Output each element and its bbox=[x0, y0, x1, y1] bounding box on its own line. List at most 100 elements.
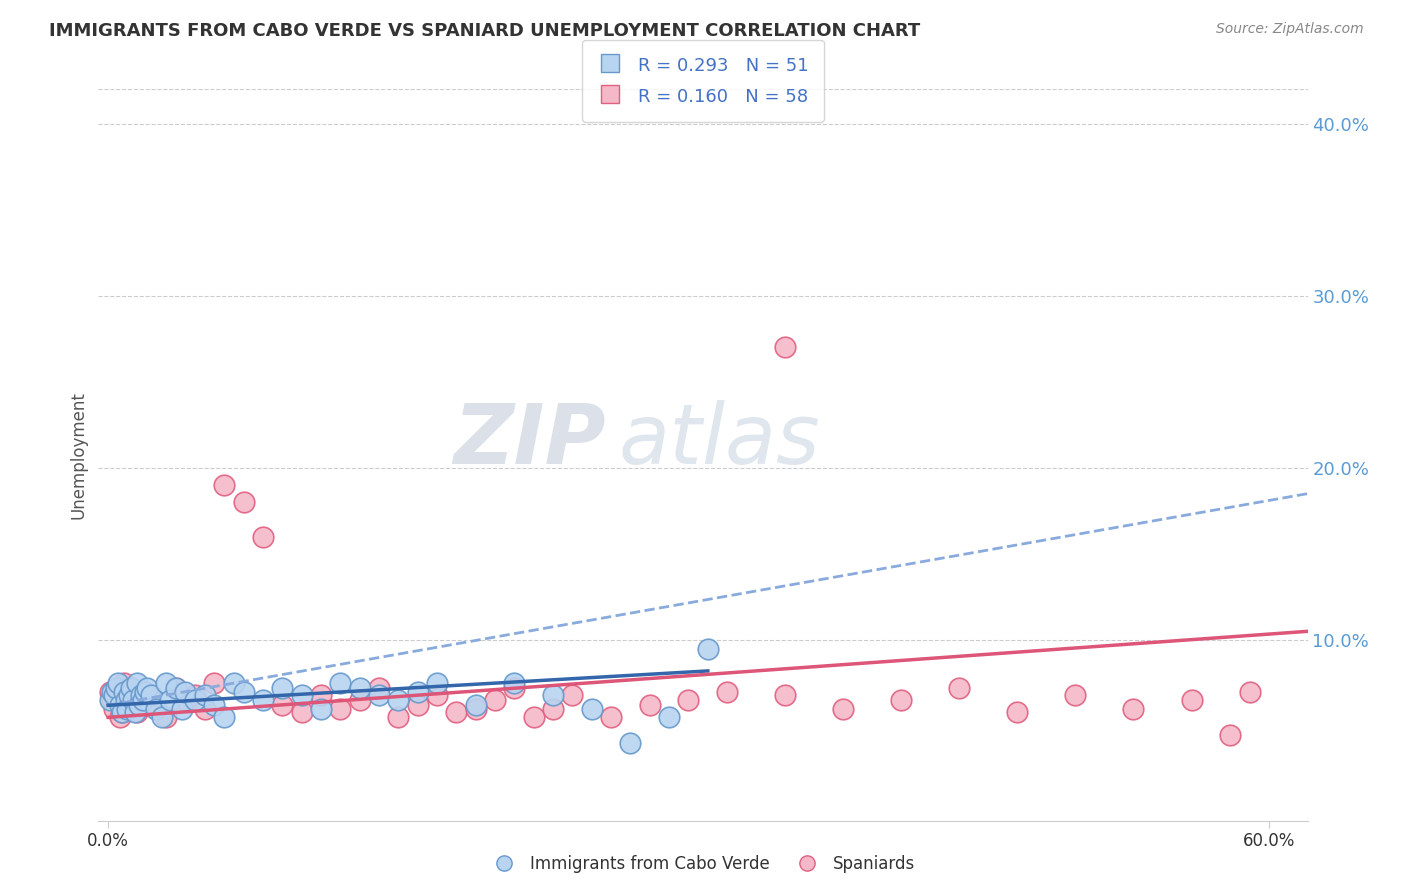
Point bbox=[155, 710, 177, 724]
Point bbox=[104, 681, 127, 695]
Point bbox=[98, 684, 121, 698]
Point bbox=[619, 736, 641, 750]
Point bbox=[124, 705, 146, 719]
Legend: R = 0.293   N = 51, R = 0.160   N = 58: R = 0.293 N = 51, R = 0.160 N = 58 bbox=[582, 40, 824, 121]
Point bbox=[696, 641, 718, 656]
Point bbox=[1007, 705, 1029, 719]
Point bbox=[426, 688, 449, 702]
Point bbox=[134, 698, 156, 713]
Point bbox=[98, 693, 121, 707]
Point bbox=[1122, 702, 1144, 716]
Point bbox=[387, 710, 409, 724]
Point bbox=[773, 688, 796, 702]
Point bbox=[159, 693, 181, 707]
Point bbox=[890, 693, 912, 707]
Point bbox=[329, 702, 352, 716]
Point bbox=[204, 676, 226, 690]
Y-axis label: Unemployment: Unemployment bbox=[69, 391, 87, 519]
Point bbox=[129, 684, 152, 698]
Point bbox=[600, 710, 623, 724]
Point bbox=[165, 681, 187, 695]
Point bbox=[271, 681, 294, 695]
Point bbox=[138, 688, 160, 702]
Point bbox=[1239, 684, 1261, 698]
Point bbox=[368, 681, 391, 695]
Point bbox=[541, 702, 564, 716]
Point bbox=[174, 693, 197, 707]
Point bbox=[194, 702, 217, 716]
Point bbox=[134, 684, 156, 698]
Point bbox=[252, 530, 274, 544]
Point bbox=[155, 676, 177, 690]
Point bbox=[135, 681, 157, 695]
Point bbox=[503, 676, 526, 690]
Point bbox=[948, 681, 970, 695]
Point bbox=[329, 676, 352, 690]
Point bbox=[212, 478, 235, 492]
Point bbox=[103, 702, 125, 716]
Point bbox=[107, 681, 129, 695]
Point bbox=[145, 702, 167, 716]
Point bbox=[484, 693, 506, 707]
Point bbox=[129, 688, 152, 702]
Point bbox=[101, 693, 124, 707]
Point bbox=[523, 710, 546, 724]
Point bbox=[114, 693, 136, 707]
Point bbox=[120, 681, 142, 695]
Point bbox=[252, 693, 274, 707]
Point bbox=[184, 688, 207, 702]
Text: atlas: atlas bbox=[619, 400, 820, 481]
Point bbox=[118, 702, 141, 716]
Point bbox=[117, 702, 139, 716]
Point bbox=[170, 702, 193, 716]
Point bbox=[541, 688, 564, 702]
Point bbox=[112, 676, 135, 690]
Point bbox=[503, 681, 526, 695]
Point bbox=[108, 698, 131, 713]
Point bbox=[678, 693, 700, 707]
Point bbox=[150, 710, 173, 724]
Text: IMMIGRANTS FROM CABO VERDE VS SPANIARD UNEMPLOYMENT CORRELATION CHART: IMMIGRANTS FROM CABO VERDE VS SPANIARD U… bbox=[49, 22, 921, 40]
Point bbox=[716, 684, 738, 698]
Point bbox=[174, 684, 197, 698]
Point bbox=[212, 710, 235, 724]
Point bbox=[832, 702, 855, 716]
Point bbox=[127, 676, 149, 690]
Point bbox=[127, 705, 149, 719]
Legend: Immigrants from Cabo Verde, Spaniards: Immigrants from Cabo Verde, Spaniards bbox=[485, 848, 921, 880]
Point bbox=[165, 681, 187, 695]
Point bbox=[139, 688, 162, 702]
Point bbox=[107, 676, 129, 690]
Point bbox=[309, 702, 332, 716]
Point bbox=[120, 681, 142, 695]
Text: Source: ZipAtlas.com: Source: ZipAtlas.com bbox=[1216, 22, 1364, 37]
Point bbox=[1219, 728, 1241, 742]
Point bbox=[561, 688, 583, 702]
Point bbox=[271, 698, 294, 713]
Point bbox=[368, 688, 391, 702]
Point bbox=[773, 340, 796, 354]
Point bbox=[145, 702, 167, 716]
Point bbox=[108, 710, 131, 724]
Point bbox=[122, 693, 145, 707]
Point bbox=[309, 688, 332, 702]
Point bbox=[349, 693, 371, 707]
Point bbox=[222, 676, 245, 690]
Point bbox=[426, 676, 449, 690]
Point bbox=[232, 684, 254, 698]
Point bbox=[232, 495, 254, 509]
Point bbox=[464, 702, 486, 716]
Point bbox=[638, 698, 661, 713]
Point bbox=[290, 688, 312, 702]
Point bbox=[1180, 693, 1202, 707]
Point bbox=[117, 688, 139, 702]
Point bbox=[194, 688, 217, 702]
Point bbox=[111, 705, 134, 719]
Point bbox=[128, 698, 150, 713]
Point bbox=[184, 693, 207, 707]
Point bbox=[112, 684, 135, 698]
Point bbox=[464, 698, 486, 713]
Point bbox=[406, 698, 429, 713]
Point bbox=[581, 702, 603, 716]
Point bbox=[387, 693, 409, 707]
